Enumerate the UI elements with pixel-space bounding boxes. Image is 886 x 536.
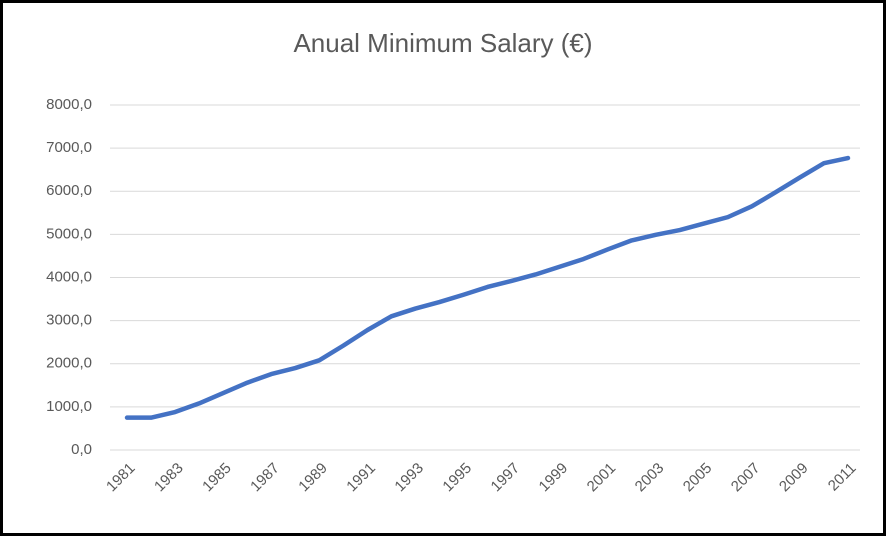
- line: [124, 155, 851, 420]
- y-tick-label: 7000,0: [46, 139, 92, 156]
- y-tick-label: 0,0: [71, 441, 92, 458]
- y-tick-label: 1000,0: [46, 398, 92, 415]
- y-tick-label: 6000,0: [46, 182, 92, 199]
- y-tick-label: 8000,0: [46, 96, 92, 113]
- y-tick-label: 3000,0: [46, 312, 92, 329]
- y-tick-label: 2000,0: [46, 355, 92, 372]
- y-tick-label: 4000,0: [46, 268, 92, 285]
- y-tick-label: 5000,0: [46, 225, 92, 242]
- chart-title: Anual Minimum Salary (€): [293, 28, 592, 58]
